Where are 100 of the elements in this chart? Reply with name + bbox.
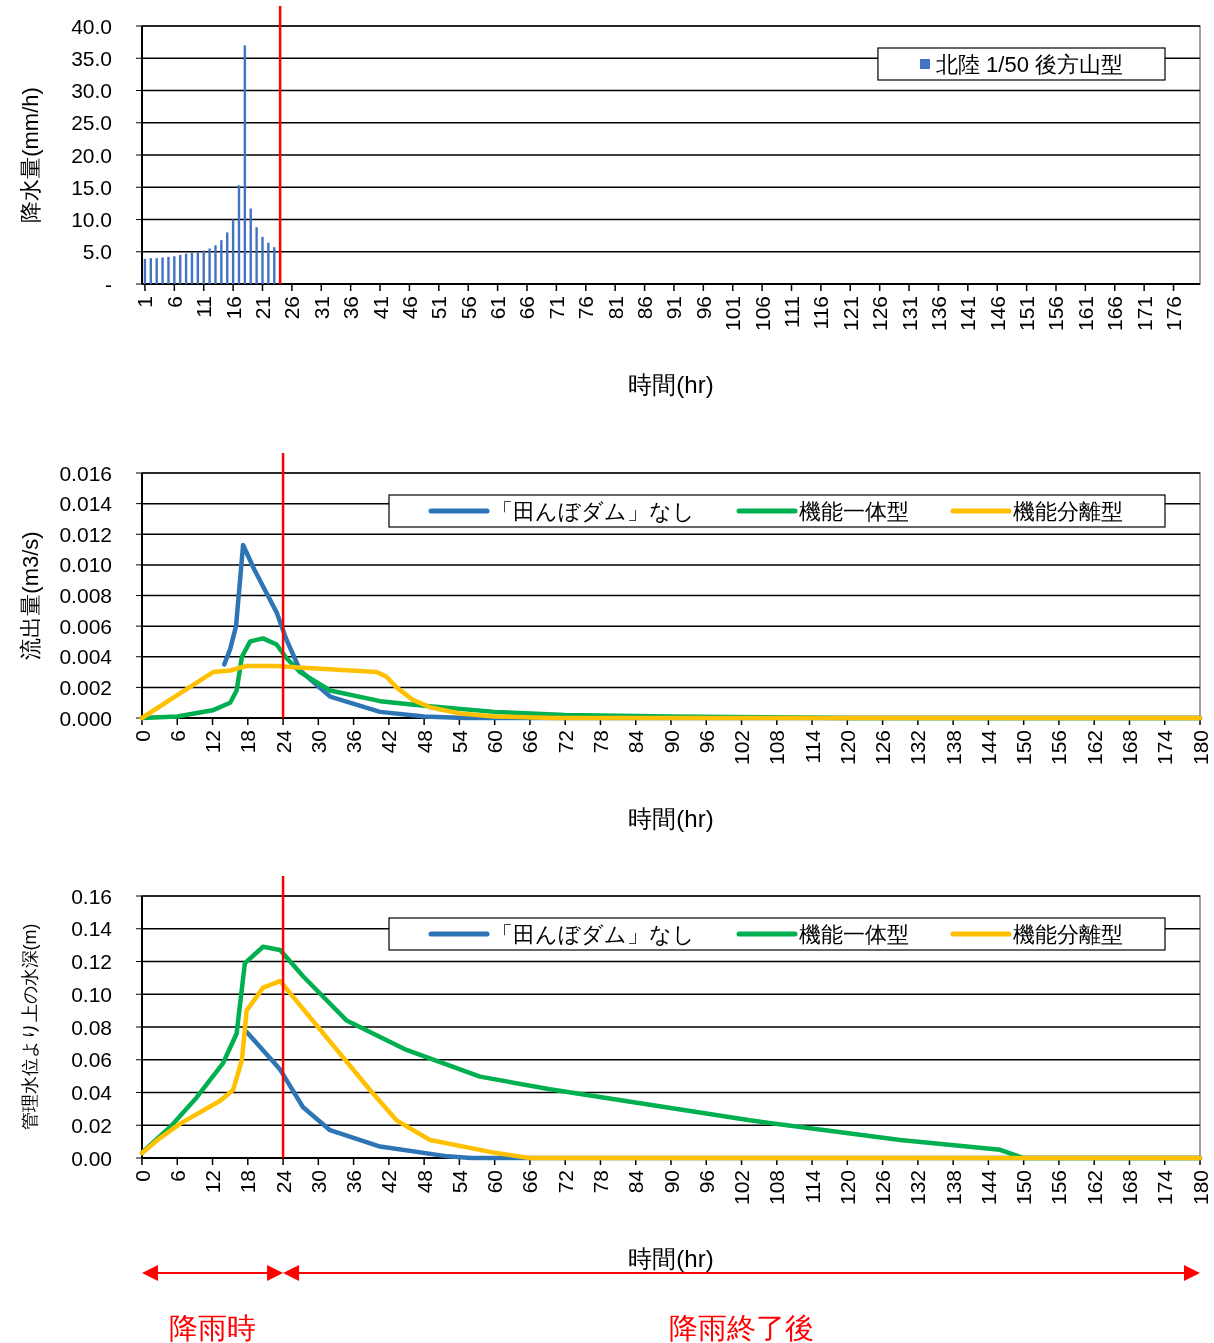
y-tick-label: 0.16 — [71, 884, 112, 908]
x-tick-label: 108 — [765, 730, 789, 766]
bar — [214, 245, 217, 284]
y-tick-label: 0.012 — [59, 522, 112, 546]
x-tick-label: 60 — [483, 730, 507, 754]
y-tick-label: 0.00 — [71, 1146, 112, 1170]
x-tick-label: 132 — [906, 1170, 930, 1206]
legend-label: 「田んぼダム」なし — [491, 498, 695, 524]
bar — [167, 256, 170, 284]
y-tick-label: 20.0 — [71, 143, 112, 167]
x-tick-label: 126 — [871, 1170, 895, 1206]
x-tick-label: 30 — [306, 730, 330, 754]
x-tick-label: 24 — [271, 1169, 295, 1194]
bar — [220, 240, 223, 284]
x-tick-label: 61 — [486, 296, 510, 320]
legend-label: 機能分離型 — [1013, 921, 1123, 947]
x-tick-label: 176 — [1162, 296, 1186, 332]
y-tick-label: - — [105, 272, 112, 296]
y-tick-label: 10.0 — [71, 208, 112, 231]
x-tick-label: 144 — [976, 729, 1000, 766]
x-tick-label: 18 — [236, 730, 260, 754]
x-tick-label: 66 — [515, 296, 539, 320]
x-tick-label: 24 — [271, 729, 295, 754]
y-tick-label: 30.0 — [71, 79, 112, 102]
y-tick-label: 0.010 — [59, 553, 112, 577]
y-tick-label: 5.0 — [82, 240, 112, 264]
y-tick-label: 15.0 — [71, 175, 112, 199]
legend-label: 機能一体型 — [799, 921, 909, 947]
text: 降雨終了後 — [669, 1312, 815, 1343]
x-tick-label: 174 — [1153, 729, 1177, 766]
y-tick-label: 0.10 — [71, 982, 112, 1006]
x-tick-label: 6 — [165, 1170, 189, 1182]
x-tick-label: 0 — [130, 1170, 154, 1182]
x-tick-label: 146 — [985, 296, 1009, 332]
x-tick-label: 26 — [280, 296, 304, 320]
x-tick-label: 162 — [1082, 1170, 1106, 1206]
x-tick-label: 31 — [309, 296, 333, 320]
x-tick-label: 54 — [447, 1169, 471, 1194]
y-axis-title: 降水量(mm/h) — [17, 87, 43, 223]
x-tick-label: 111 — [779, 296, 803, 328]
x-tick-label: 86 — [633, 296, 657, 320]
bar — [255, 227, 258, 284]
x-tick-label: 54 — [447, 729, 471, 754]
x-tick-label: 161 — [1073, 296, 1097, 332]
x-tick-label: 18 — [236, 1170, 260, 1194]
x-tick-label: 36 — [342, 1170, 366, 1194]
x-tick-label: 126 — [871, 730, 895, 766]
x-tick-label: 102 — [730, 1170, 754, 1206]
x-tick-label: 81 — [603, 296, 627, 320]
y-tick-label: 0.08 — [71, 1015, 112, 1039]
x-tick-label: 116 — [809, 296, 833, 330]
x-tick-label: 136 — [926, 296, 950, 332]
x-tick-label: 48 — [412, 730, 436, 754]
y-tick-label: 0.016 — [59, 461, 112, 485]
y-tick-label: 0.002 — [59, 675, 112, 699]
x-tick-label: 108 — [765, 1170, 789, 1206]
x-tick-label: 36 — [342, 730, 366, 754]
y-tick-label: 0.000 — [59, 706, 112, 730]
x-tick-label: 131 — [897, 296, 921, 332]
y-tick-label: 35.0 — [71, 46, 112, 70]
x-tick-label: 102 — [730, 730, 754, 766]
x-tick-label: 96 — [694, 1170, 718, 1194]
x-tick-label: 106 — [750, 296, 774, 332]
x-tick-label: 48 — [412, 1170, 436, 1194]
x-tick-label: 162 — [1082, 730, 1106, 766]
legend-label: 「田んぼダム」なし — [491, 921, 695, 947]
x-tick-label: 144 — [976, 1169, 1000, 1206]
text: 降雨時 — [169, 1312, 257, 1343]
x-tick-label: 156 — [1044, 296, 1068, 332]
x-tick-label: 101 — [721, 296, 745, 332]
x-tick-label: 138 — [941, 730, 965, 766]
x-tick-label: 90 — [659, 1170, 683, 1194]
y-tick-label: 0.14 — [71, 917, 113, 941]
x-tick-label: 174 — [1153, 1169, 1177, 1206]
x-tick-label: 126 — [868, 296, 892, 332]
x-tick-label: 90 — [659, 730, 683, 754]
x-axis-title: 時間(hr) — [628, 804, 714, 832]
x-tick-label: 121 — [838, 296, 862, 332]
bar — [155, 258, 158, 284]
x-tick-label: 114 — [800, 1169, 824, 1204]
x-tick-label: 168 — [1117, 730, 1141, 766]
legend-label: 機能分離型 — [1013, 498, 1123, 524]
x-tick-label: 12 — [201, 1170, 225, 1194]
y-axis-title: 管理水位より上の水深(m) — [20, 923, 40, 1131]
x-tick-label: 72 — [553, 730, 577, 754]
x-tick-label: 180 — [1188, 1170, 1212, 1206]
x-tick-label: 120 — [835, 730, 859, 766]
x-tick-label: 168 — [1117, 1170, 1141, 1206]
x-tick-label: 156 — [1047, 1170, 1071, 1206]
x-tick-label: 72 — [553, 1170, 577, 1194]
bar — [261, 236, 264, 284]
x-tick-label: 150 — [1012, 730, 1036, 766]
x-tick-label: 60 — [483, 1170, 507, 1194]
x-tick-label: 1 — [133, 296, 157, 308]
x-tick-label: 21 — [250, 296, 274, 320]
x-tick-label: 114 — [800, 729, 824, 764]
x-tick-label: 84 — [624, 1169, 648, 1194]
x-tick-label: 66 — [518, 730, 542, 754]
x-tick-label: 41 — [368, 296, 392, 320]
x-tick-label: 91 — [662, 296, 686, 320]
